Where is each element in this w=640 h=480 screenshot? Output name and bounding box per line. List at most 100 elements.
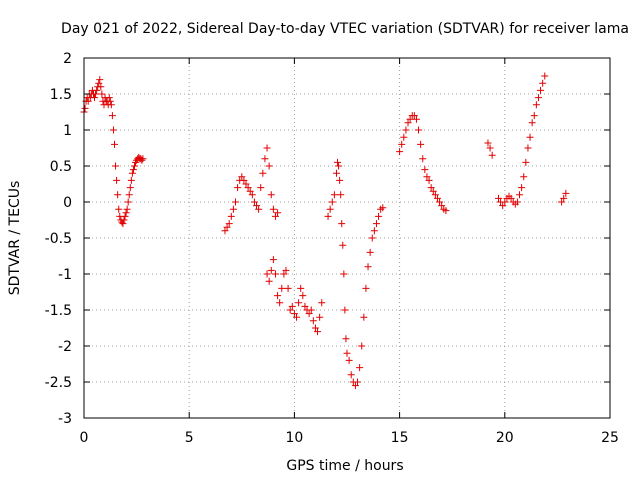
data-point bbox=[231, 198, 239, 206]
series-segment-4 bbox=[324, 158, 387, 390]
data-point bbox=[534, 94, 542, 102]
data-point bbox=[248, 191, 256, 199]
chart-title: Day 021 of 2022, Sidereal Day-to-day VTE… bbox=[61, 21, 629, 37]
data-point bbox=[318, 299, 326, 307]
y-axis-label: SDTVAR / TECUs bbox=[7, 181, 23, 296]
data-point bbox=[494, 194, 502, 202]
data-point bbox=[286, 306, 294, 314]
data-point bbox=[295, 299, 303, 307]
data-point bbox=[274, 292, 282, 300]
data-point bbox=[501, 198, 509, 206]
x-tick-labels: 0 5 10 15 20 25 bbox=[80, 430, 619, 446]
data-point bbox=[269, 205, 277, 213]
data-point bbox=[415, 126, 423, 134]
data-point bbox=[314, 328, 322, 336]
data-point bbox=[336, 176, 344, 184]
data-point bbox=[278, 284, 286, 292]
data-point bbox=[499, 202, 507, 210]
data-point bbox=[91, 94, 99, 102]
series-segment-7 bbox=[558, 189, 570, 206]
data-point bbox=[328, 198, 336, 206]
data-point bbox=[221, 227, 229, 235]
data-point bbox=[124, 198, 132, 206]
data-point bbox=[96, 76, 104, 84]
data-point bbox=[562, 189, 570, 197]
data-point bbox=[398, 140, 406, 148]
data-point bbox=[372, 220, 380, 228]
series-segment-5 bbox=[396, 112, 450, 215]
data-point bbox=[507, 194, 515, 202]
data-point bbox=[362, 284, 370, 292]
data-point bbox=[340, 270, 348, 278]
data-point bbox=[263, 270, 271, 278]
data-point bbox=[324, 212, 332, 220]
data-point bbox=[108, 112, 116, 120]
data-point bbox=[330, 191, 338, 199]
data-point bbox=[93, 86, 101, 94]
data-point bbox=[257, 184, 265, 192]
data-point bbox=[368, 234, 376, 242]
y-tick-labels: 2 1.5 1 0.5 0 -0.5 -1 -1.5 -2 -2.5 -3 bbox=[45, 51, 72, 427]
data-point bbox=[274, 209, 282, 217]
data-point bbox=[486, 144, 494, 152]
data-point bbox=[225, 220, 233, 228]
plot-frame bbox=[83, 57, 611, 419]
data-point bbox=[297, 284, 305, 292]
data-point bbox=[234, 184, 242, 192]
data-point bbox=[129, 166, 137, 174]
data-point bbox=[280, 270, 288, 278]
data-point bbox=[269, 256, 277, 264]
data-point bbox=[229, 205, 237, 213]
data-point bbox=[261, 155, 269, 163]
data-point bbox=[250, 198, 258, 206]
data-point bbox=[347, 371, 355, 379]
data-point bbox=[560, 194, 568, 202]
data-point bbox=[524, 144, 532, 152]
data-point bbox=[404, 119, 412, 127]
data-point bbox=[421, 166, 429, 174]
data-point bbox=[265, 277, 273, 285]
data-point bbox=[419, 155, 427, 163]
data-point bbox=[284, 284, 292, 292]
data-point bbox=[259, 169, 267, 177]
data-point bbox=[125, 191, 133, 199]
data-point bbox=[105, 94, 113, 102]
data-point bbox=[293, 313, 301, 321]
data-point bbox=[92, 90, 100, 98]
y-tick-label: -1 bbox=[58, 267, 72, 283]
y-tick-label: -3 bbox=[58, 411, 72, 427]
y-tick-label: 2 bbox=[63, 51, 72, 67]
data-point bbox=[379, 204, 387, 212]
data-point bbox=[130, 162, 138, 170]
data-point bbox=[138, 156, 146, 164]
data-point bbox=[139, 155, 147, 163]
data-point bbox=[311, 324, 319, 332]
data-point bbox=[223, 223, 231, 231]
data-point bbox=[526, 133, 534, 141]
data-point bbox=[301, 302, 309, 310]
data-point bbox=[113, 176, 121, 184]
x-tick-label: 0 bbox=[80, 430, 89, 446]
data-point bbox=[123, 205, 131, 213]
data-point bbox=[307, 306, 315, 314]
data-point bbox=[127, 176, 135, 184]
data-point bbox=[522, 158, 530, 166]
data-point bbox=[106, 97, 114, 105]
data-point bbox=[109, 126, 117, 134]
data-point bbox=[338, 220, 346, 228]
data-point bbox=[558, 198, 566, 206]
data-point bbox=[111, 140, 119, 148]
data-point bbox=[309, 317, 317, 325]
y-tick-label: 0 bbox=[63, 195, 72, 211]
data-point bbox=[305, 310, 313, 318]
x-tick-label: 25 bbox=[601, 430, 619, 446]
data-point bbox=[246, 187, 254, 195]
data-point bbox=[516, 191, 524, 199]
data-point bbox=[290, 310, 298, 318]
grid bbox=[84, 58, 610, 418]
data-point bbox=[240, 176, 248, 184]
data-point bbox=[410, 112, 418, 120]
data-point bbox=[334, 158, 342, 166]
data-point bbox=[396, 148, 404, 156]
